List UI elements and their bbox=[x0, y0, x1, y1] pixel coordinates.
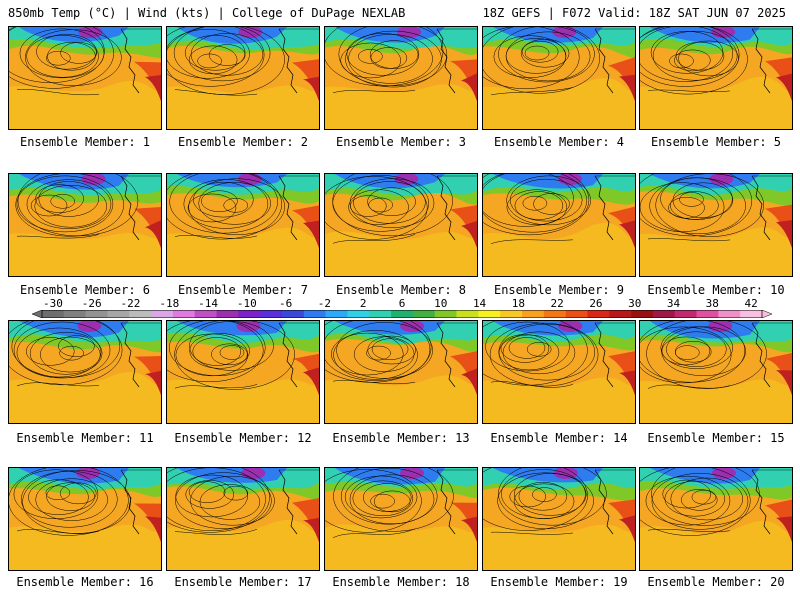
colorbar-segment bbox=[347, 310, 370, 318]
ensemble-member-label: Ensemble Member: 20 bbox=[647, 575, 785, 589]
colorbar-segment bbox=[303, 310, 326, 318]
ensemble-member-label: Ensemble Member: 15 bbox=[647, 431, 785, 445]
ensemble-member-label: Ensemble Member: 17 bbox=[174, 575, 312, 589]
colorbar-tick-label: 38 bbox=[705, 297, 719, 310]
colorbar-tick-label: 42 bbox=[744, 297, 758, 310]
ensemble-member-label: Ensemble Member: 5 bbox=[650, 135, 782, 149]
ensemble-member-map bbox=[8, 467, 162, 571]
colorbar-tick-label: 30 bbox=[628, 297, 642, 310]
colorbar-segment bbox=[151, 310, 174, 318]
ensemble-member-map bbox=[639, 320, 793, 424]
colorbar-segment bbox=[696, 310, 719, 318]
colorbar-tick-label: 2 bbox=[359, 297, 367, 310]
colorbar-segment bbox=[609, 310, 632, 318]
colorbar-segment bbox=[107, 310, 130, 318]
ensemble-member-label: Ensemble Member: 1 bbox=[19, 135, 151, 149]
ensemble-member-label: Ensemble Member: 11 bbox=[16, 431, 154, 445]
ensemble-member-label: Ensemble Member: 4 bbox=[493, 135, 625, 149]
colorbar-tick-label: 14 bbox=[472, 297, 487, 310]
colorbar-tick-label: -18 bbox=[159, 297, 180, 310]
colorbar-segment bbox=[500, 310, 523, 318]
colorbar-segment bbox=[456, 310, 479, 318]
ensemble-member-label: Ensemble Member: 8 bbox=[335, 283, 467, 297]
ensemble-member-label: Ensemble Member: 3 bbox=[335, 135, 467, 149]
ensemble-member-map bbox=[166, 467, 320, 571]
colorbar-tick-label: -14 bbox=[198, 297, 218, 310]
colorbar-segment bbox=[63, 310, 86, 318]
ensemble-member-map bbox=[482, 467, 636, 571]
colorbar-segment bbox=[85, 310, 108, 318]
ensemble-member-label: Ensemble Member: 2 bbox=[177, 135, 309, 149]
ensemble-member-map bbox=[324, 26, 478, 130]
colorbar-segment bbox=[631, 310, 654, 318]
colorbar-tick-label: -26 bbox=[81, 297, 102, 310]
ensemble-member-label: Ensemble Member: 9 bbox=[493, 283, 625, 297]
colorbar-arrow bbox=[32, 310, 43, 318]
ensemble-member-map bbox=[166, 26, 320, 130]
colorbar-tick-label: -10 bbox=[236, 297, 257, 310]
colorbar-segment bbox=[238, 310, 261, 318]
colorbar-segment bbox=[216, 310, 239, 318]
colorbar-segment bbox=[369, 310, 392, 318]
ensemble-member-map bbox=[482, 320, 636, 424]
colorbar-tick-label: -30 bbox=[42, 297, 63, 310]
ensemble-member-label: Ensemble Member: 18 bbox=[332, 575, 470, 589]
colorbar-tick-label: -22 bbox=[120, 297, 141, 310]
colorbar-segment bbox=[194, 310, 217, 318]
ensemble-member-label: Ensemble Member: 10 bbox=[647, 283, 785, 297]
ensemble-member-map bbox=[8, 320, 162, 424]
colorbar-segment bbox=[740, 310, 763, 318]
colorbar-segment bbox=[172, 310, 196, 318]
run-valid-time: 18Z GEFS | F072 Valid: 18Z SAT JUN 07 20… bbox=[482, 6, 786, 20]
colorbar-segment bbox=[434, 310, 457, 318]
colorbar-segment bbox=[42, 310, 65, 318]
colorbar-segment bbox=[718, 310, 741, 318]
ensemble-member-map bbox=[324, 173, 478, 277]
colorbar-tick-label: 26 bbox=[589, 297, 603, 310]
temperature-colorbar bbox=[32, 310, 772, 318]
colorbar-segment bbox=[565, 310, 588, 318]
colorbar-segment bbox=[260, 310, 283, 318]
ensemble-member-map bbox=[8, 26, 162, 130]
colorbar-segment bbox=[325, 310, 348, 318]
colorbar-tick-label: 34 bbox=[666, 297, 681, 310]
colorbar-segment bbox=[282, 310, 305, 318]
ensemble-member-label: Ensemble Member: 19 bbox=[490, 575, 628, 589]
ensemble-member-label: Ensemble Member: 16 bbox=[16, 575, 154, 589]
colorbar-labels: -30 -26 -22 -18 -14 -10 -6 -2 2 6 10 14 18 22 26 30 34 38… bbox=[0, 298, 800, 310]
ensemble-member-map bbox=[166, 173, 320, 277]
ensemble-member-label: Ensemble Member: 6 bbox=[19, 283, 151, 297]
ensemble-member-label: Ensemble Member: 12 bbox=[174, 431, 312, 445]
colorbar-arrow bbox=[761, 310, 772, 318]
ensemble-member-map bbox=[8, 173, 162, 277]
colorbar-outline bbox=[41, 310, 763, 318]
colorbar-tick-label: -6 bbox=[279, 297, 293, 310]
colorbar-segment bbox=[543, 310, 566, 318]
ensemble-member-map bbox=[324, 467, 478, 571]
ensemble-member-map bbox=[639, 467, 793, 571]
colorbar-tick-label: 22 bbox=[550, 297, 564, 310]
colorbar-segment bbox=[478, 310, 501, 318]
ensemble-member-map bbox=[639, 26, 793, 130]
colorbar-segment bbox=[652, 310, 676, 318]
colorbar-segment bbox=[412, 310, 436, 318]
ensemble-member-label: Ensemble Member: 14 bbox=[490, 431, 628, 445]
colorbar-tick-label: 10 bbox=[434, 297, 448, 310]
ensemble-member-map bbox=[166, 320, 320, 424]
ensemble-member-map bbox=[482, 173, 636, 277]
ensemble-member-label: Ensemble Member: 13 bbox=[332, 431, 470, 445]
colorbar-tick-label: 6 bbox=[398, 297, 406, 310]
colorbar-segment bbox=[129, 310, 152, 318]
ensemble-member-label: Ensemble Member: 7 bbox=[177, 283, 309, 297]
colorbar-segment bbox=[391, 310, 414, 318]
colorbar-segment bbox=[674, 310, 697, 318]
colorbar-tick-label: -2 bbox=[317, 297, 332, 310]
colorbar-tick-label: 18 bbox=[511, 297, 525, 310]
colorbar-segment bbox=[522, 310, 545, 318]
ensemble-member-map bbox=[639, 173, 793, 277]
ensemble-member-map bbox=[324, 320, 478, 424]
colorbar-segment bbox=[587, 310, 610, 318]
map-title: 850mb Temp (°C) | Wind (kts) | College o… bbox=[8, 6, 406, 20]
ensemble-member-map bbox=[482, 26, 636, 130]
